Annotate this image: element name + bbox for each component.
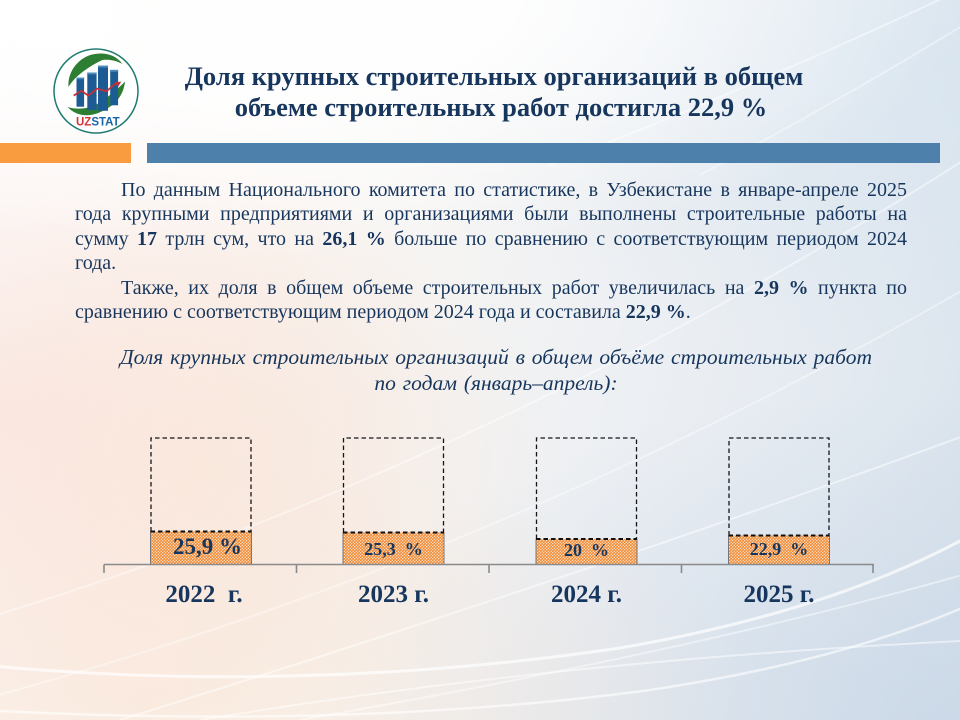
svg-text:UZSTAT: UZSTAT <box>76 116 120 128</box>
